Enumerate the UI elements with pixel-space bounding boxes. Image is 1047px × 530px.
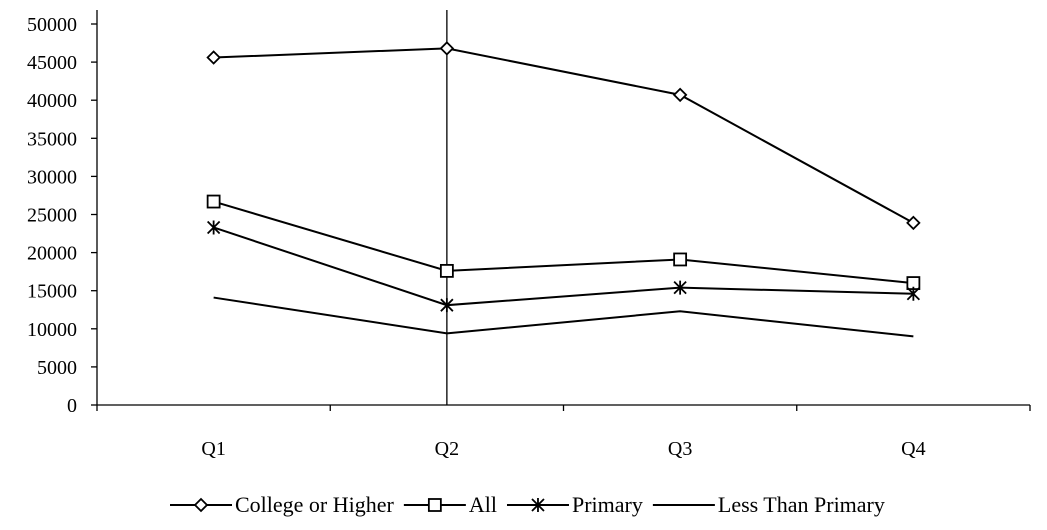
legend-label: All bbox=[469, 492, 497, 517]
legend-marker bbox=[193, 497, 209, 513]
chart-series bbox=[206, 41, 921, 338]
legend-marker bbox=[427, 498, 442, 512]
y-tick-label: 35000 bbox=[27, 128, 77, 150]
series-all bbox=[206, 194, 921, 290]
data-point-primary bbox=[206, 220, 221, 235]
series-line-less-than-primary bbox=[213, 296, 914, 338]
x-axis-ticks: Q1 Q2 Q3 Q4 bbox=[96, 405, 1031, 460]
legend-label: Primary bbox=[572, 492, 643, 517]
data-point-college-or-higher bbox=[672, 87, 688, 103]
data-point-primary bbox=[440, 298, 454, 313]
legend-item-less-than-primary: Less Than Primary bbox=[652, 492, 885, 517]
x-tick-label: Q2 bbox=[435, 438, 459, 460]
y-axis-ticks: 0 5000 10000 15000 20000 25000 30000 35000 40000… bbox=[27, 14, 97, 417]
data-point-college-or-higher bbox=[439, 41, 455, 56]
data-point-college-or-higher bbox=[206, 50, 221, 65]
y-tick-label: 20000 bbox=[27, 243, 77, 265]
y-tick-label: 25000 bbox=[27, 205, 77, 227]
series-college-or-higher bbox=[206, 41, 921, 231]
data-point-all bbox=[673, 252, 688, 267]
series-less-than-primary bbox=[213, 296, 914, 338]
data-point-primary bbox=[906, 286, 921, 301]
data-point-college-or-higher bbox=[906, 215, 921, 231]
y-tick-label: 0 bbox=[67, 395, 77, 417]
legend-marker bbox=[531, 498, 545, 512]
chart-legend: College or Higher All Primary Less Than Pri… bbox=[170, 492, 885, 517]
y-tick-label: 40000 bbox=[27, 90, 77, 112]
y-tick-label: 10000 bbox=[27, 319, 77, 341]
legend-item-college-or-higher: College or Higher bbox=[170, 492, 395, 517]
x-tick-label: Q3 bbox=[668, 438, 692, 460]
legend-label: College or Higher bbox=[235, 492, 395, 517]
legend-item-all: All bbox=[403, 492, 497, 517]
series-line-primary bbox=[213, 226, 914, 307]
data-point-all bbox=[206, 194, 221, 209]
y-tick-label: 15000 bbox=[27, 281, 77, 303]
legend-item-primary: Primary bbox=[506, 492, 643, 517]
y-tick-label: 50000 bbox=[27, 14, 77, 36]
y-tick-label: 45000 bbox=[27, 52, 77, 74]
x-tick-label: Q4 bbox=[901, 438, 925, 460]
y-tick-label: 5000 bbox=[37, 357, 77, 379]
series-line-college-or-higher bbox=[213, 47, 914, 224]
data-point-all bbox=[439, 263, 454, 278]
data-point-primary bbox=[673, 280, 687, 295]
x-tick-label: Q1 bbox=[201, 438, 225, 460]
series-primary bbox=[206, 220, 921, 313]
legend-label: Less Than Primary bbox=[718, 492, 885, 517]
y-tick-label: 30000 bbox=[27, 166, 77, 188]
series-line-all bbox=[213, 200, 914, 285]
